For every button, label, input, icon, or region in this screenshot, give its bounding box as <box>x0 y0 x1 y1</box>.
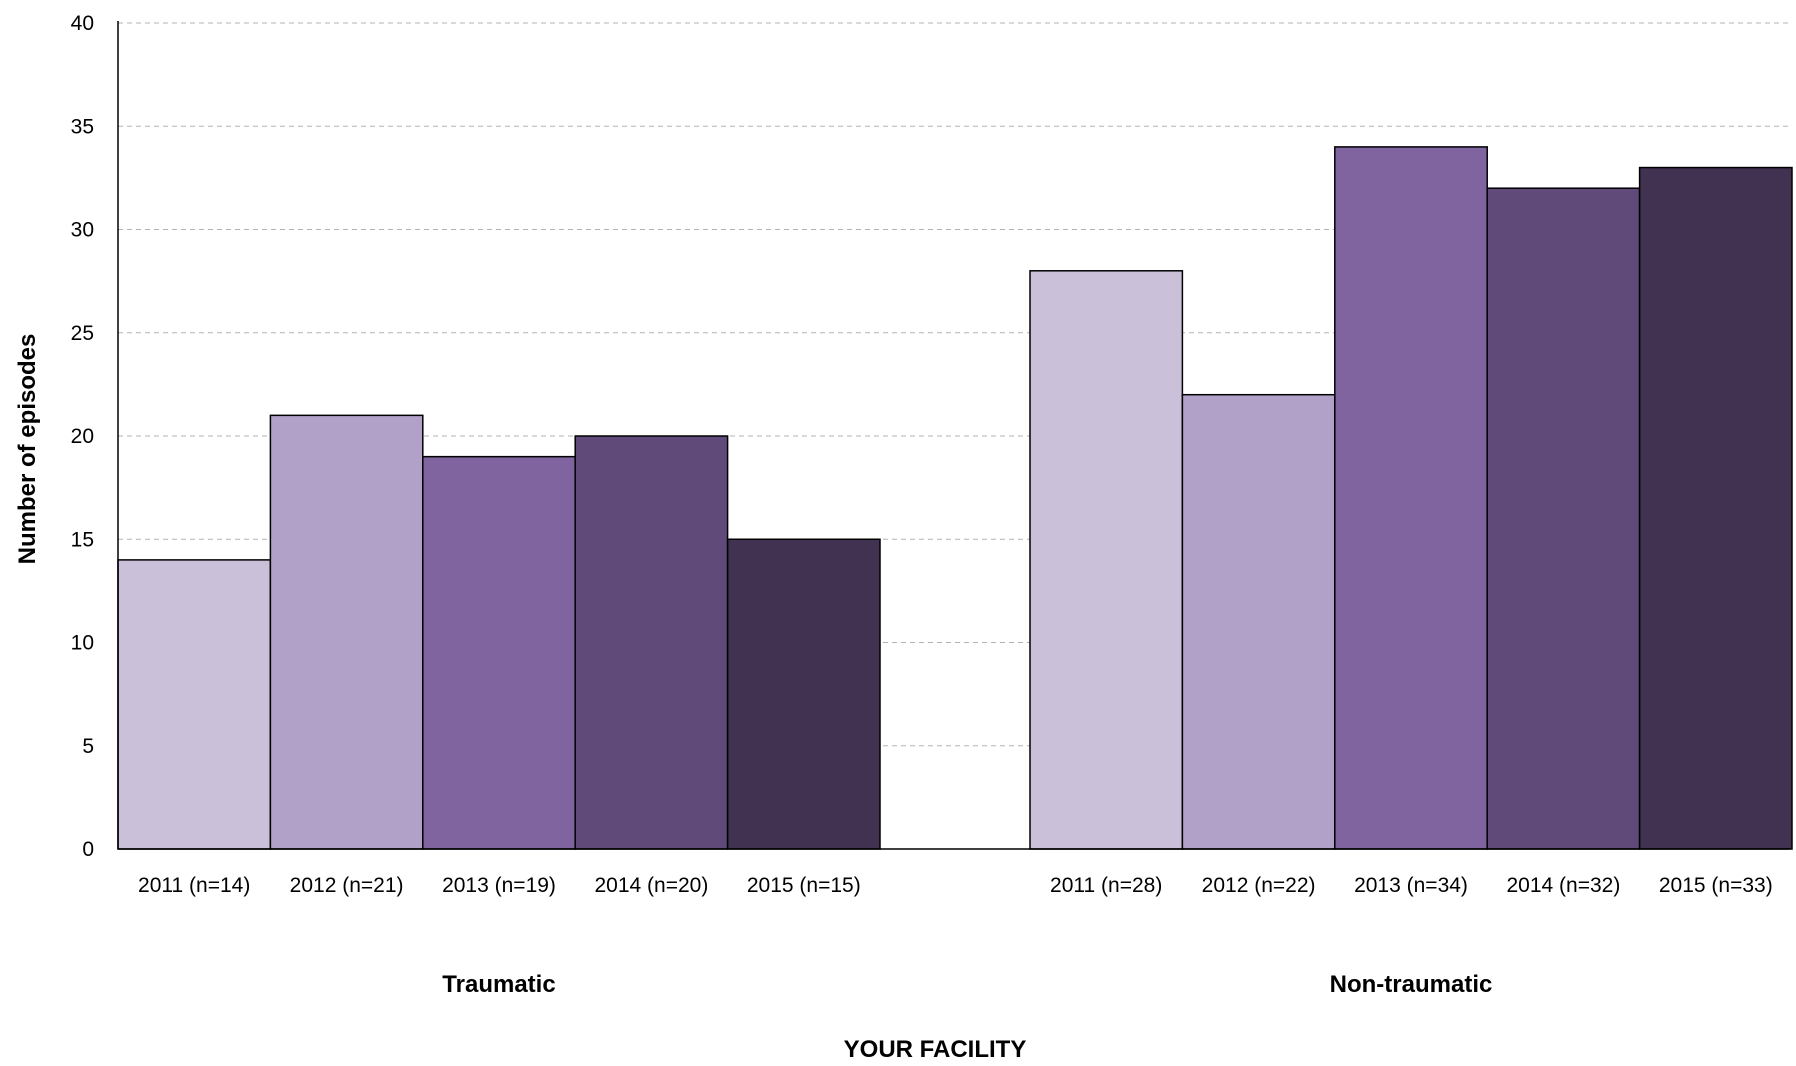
category-label: 2015 (n=15) <box>747 874 861 897</box>
bar-traumatic-2013 <box>422 455 576 850</box>
bar-non-traumatic-2014 <box>1486 187 1641 850</box>
bar-traumatic-2015 <box>726 538 881 850</box>
y-tick-label: 30 <box>71 219 94 242</box>
y-tick-label: 25 <box>71 322 94 345</box>
group-label-non-traumatic: Non-traumatic <box>1330 971 1493 998</box>
bar-non-traumatic-2012 <box>1181 393 1336 850</box>
bar-traumatic-2012 <box>269 414 424 850</box>
category-label: 2011 (n=28) <box>1050 874 1162 897</box>
bar-traumatic-2011 <box>117 559 272 850</box>
category-label: 2015 (n=33) <box>1659 874 1773 897</box>
y-tick-label: 10 <box>71 632 94 655</box>
y-tick-label: 40 <box>71 12 94 35</box>
category-label: 2014 (n=20) <box>594 874 708 897</box>
group-label-traumatic: Traumatic <box>442 971 555 998</box>
category-labels: 2011 (n=14) 2012 (n=21) 2013 (n=19) 2014 (n… <box>138 874 1773 897</box>
bars <box>117 146 1793 850</box>
bar-non-traumatic-2015 <box>1638 166 1793 850</box>
bar-non-traumatic-2013 <box>1334 146 1488 850</box>
category-label: 2011 (n=14) <box>138 874 250 897</box>
y-tick-label: 15 <box>71 528 94 551</box>
category-label: 2013 (n=19) <box>442 874 556 897</box>
bar-non-traumatic-2011 <box>1029 270 1184 850</box>
group-labels: Traumatic Non-traumatic <box>442 971 1492 998</box>
category-label: 2012 (n=22) <box>1202 874 1316 897</box>
axes <box>117 21 1790 850</box>
y-tick-label: 5 <box>82 735 94 758</box>
x-axis-title: YOUR FACILITY <box>844 1036 1027 1063</box>
y-axis-title: Number of episodes <box>14 334 41 565</box>
y-tick-label: 20 <box>71 425 94 448</box>
y-tick-labels: 0 5 10 15 20 25 30 35 40 <box>71 12 94 861</box>
y-tick-label: 0 <box>82 838 94 861</box>
category-label: 2012 (n=21) <box>290 874 404 897</box>
category-label: 2014 (n=32) <box>1506 874 1620 897</box>
category-label: 2013 (n=34) <box>1354 874 1468 897</box>
bar-traumatic-2014 <box>574 435 729 850</box>
y-tick-label: 35 <box>71 115 94 138</box>
